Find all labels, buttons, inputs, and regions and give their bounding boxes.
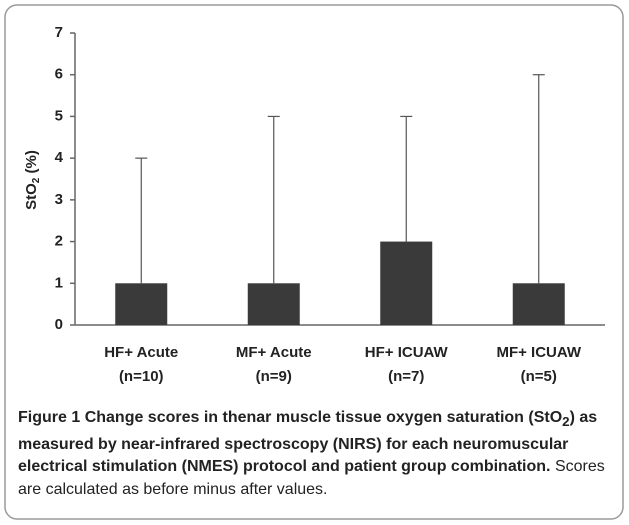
y-label-sub: 2 <box>31 177 42 183</box>
error-bar <box>135 157 148 284</box>
caption-bold: Change scores in thenar muscle tissue ox… <box>84 409 563 426</box>
error-bar <box>267 115 280 284</box>
caption-sub: 2 <box>562 414 570 430</box>
error-bar <box>400 115 413 242</box>
y-tick-label: 1 <box>55 274 63 291</box>
y-tick-label: 4 <box>55 149 64 166</box>
bar <box>115 283 168 325</box>
bar <box>247 283 300 325</box>
error-bar <box>532 74 545 284</box>
y-label-part: (%) <box>23 150 40 178</box>
y-label-part: StO <box>23 183 40 210</box>
x-tick-label: (n=9) <box>256 368 292 385</box>
x-tick-label: HF+ ICUAW <box>365 344 449 361</box>
y-tick-label: 0 <box>55 316 63 333</box>
caption-text: Scores are calculated as before minus af… <box>18 458 605 498</box>
x-tick-label: HF+ Acute <box>104 344 178 361</box>
y-tick-label: 3 <box>55 191 63 208</box>
y-tick-label: 6 <box>55 66 63 83</box>
y-tick-label: 7 <box>55 24 63 41</box>
x-tick-label: (n=7) <box>388 368 424 385</box>
frame <box>4 4 624 520</box>
x-tick-label: MF+ ICUAW <box>496 344 581 361</box>
y-axis-label: StO2 (%) <box>23 150 42 210</box>
caption-bold: ) as measured by near-infrared spectrosc… <box>18 409 598 476</box>
y-tick-label: 2 <box>55 233 63 250</box>
caption: Figure 1 Change scores in thenar muscle … <box>18 407 614 501</box>
bar <box>380 241 433 325</box>
bar <box>512 283 565 325</box>
x-tick-label: MF+ Acute <box>236 344 312 361</box>
caption-label: Figure 1 <box>18 409 81 426</box>
x-tick-label: (n=10) <box>119 368 164 385</box>
x-tick-label: (n=5) <box>521 368 557 385</box>
y-tick-label: 5 <box>55 107 63 124</box>
